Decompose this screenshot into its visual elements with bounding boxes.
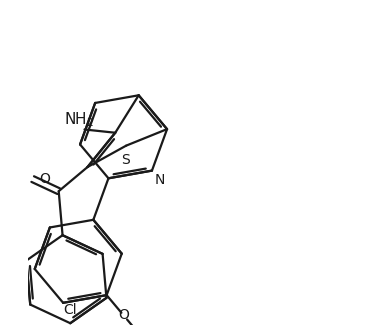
Text: O: O: [118, 308, 129, 322]
Text: Cl: Cl: [63, 303, 77, 317]
Text: S: S: [121, 153, 130, 167]
Text: NH$_2$: NH$_2$: [64, 111, 94, 129]
Text: N: N: [155, 173, 165, 187]
Text: O: O: [39, 172, 50, 186]
